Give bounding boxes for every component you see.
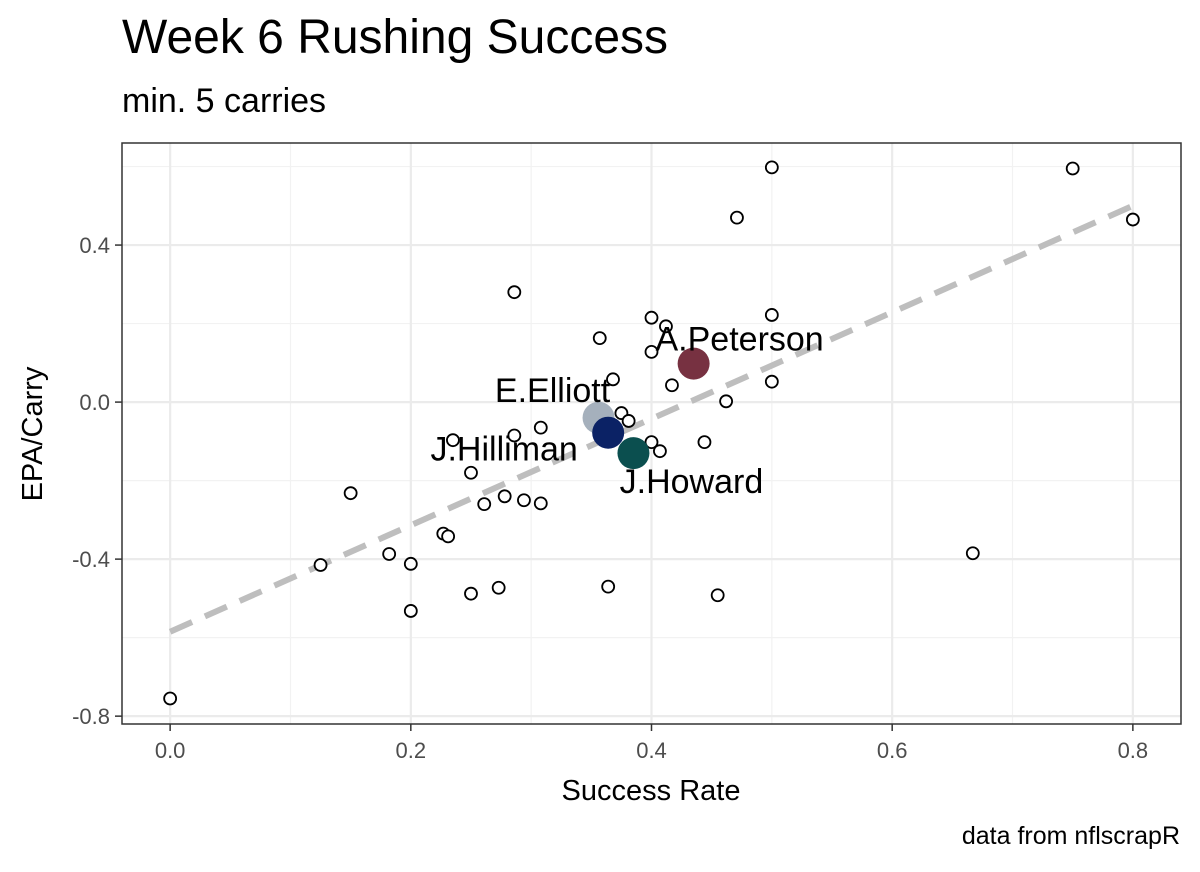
data-points	[163, 160, 1140, 706]
data-point	[665, 378, 679, 393]
data-point	[606, 372, 620, 387]
data-point	[621, 414, 636, 428]
highlight-point-j-howard	[617, 437, 650, 470]
data-point	[491, 580, 506, 595]
data-point	[730, 210, 744, 225]
y-axis-title: EPA/Carry	[17, 366, 49, 501]
player-label-j-hilliman: J.Hilliman	[430, 431, 577, 469]
trend-line	[168, 203, 1135, 635]
data-point	[592, 331, 607, 346]
chart-caption: data from nflscrapR	[961, 822, 1180, 850]
data-point	[644, 310, 659, 325]
data-point	[477, 497, 492, 512]
data-point	[533, 496, 548, 511]
player-label-a-peterson: A.Peterson	[656, 321, 824, 359]
major-gridlines	[122, 143, 1181, 724]
x-tick-label: 0.6	[877, 738, 908, 763]
highlighted-players	[582, 347, 710, 470]
x-axis-ticks: 0.0 0.2 0.4 0.6 0.8	[155, 724, 1148, 763]
y-axis-ticks: -0.8 -0.4 0.0 0.4	[72, 233, 122, 729]
data-point	[764, 308, 779, 322]
data-point	[464, 465, 478, 480]
highlight-point-a-peterson	[677, 347, 710, 380]
data-point	[403, 556, 418, 571]
x-tick-label: 0.2	[396, 738, 427, 763]
data-point	[1125, 212, 1140, 227]
player-label-e-elliott: E.Elliott	[495, 372, 611, 410]
data-point	[382, 547, 397, 561]
data-point	[497, 489, 512, 504]
data-point	[446, 433, 460, 448]
data-point	[697, 435, 712, 450]
data-point	[719, 394, 734, 409]
y-tick-label: 0.4	[79, 233, 110, 258]
data-point	[601, 579, 616, 594]
y-tick-label: -0.8	[72, 704, 110, 729]
data-point	[464, 586, 478, 601]
data-point	[710, 588, 725, 603]
data-point	[517, 493, 531, 508]
y-tick-label: 0.0	[79, 390, 110, 415]
data-point	[644, 435, 659, 450]
x-axis-title: Success Rate	[562, 775, 741, 807]
x-tick-label: 0.0	[155, 738, 186, 763]
highlight-point-j-hilliman	[592, 416, 625, 449]
data-point	[659, 319, 673, 334]
data-point	[507, 428, 522, 443]
data-point	[507, 285, 522, 300]
data-point	[764, 374, 779, 389]
data-point	[965, 546, 980, 561]
chart-subtitle: min. 5 carries	[122, 82, 327, 120]
player-labels: E.Elliott J.Hilliman J.Howard A.Peterson	[430, 321, 823, 502]
data-point	[343, 486, 358, 501]
data-point	[653, 444, 667, 459]
data-point	[764, 160, 779, 175]
data-point	[313, 558, 328, 572]
y-tick-label: -0.4	[72, 547, 110, 572]
player-label-j-howard: J.Howard	[620, 463, 764, 501]
data-point	[403, 604, 418, 618]
chart-title: Week 6 Rushing Success	[122, 11, 669, 64]
data-point	[1065, 161, 1080, 176]
x-tick-label: 0.4	[636, 738, 667, 763]
data-point	[441, 529, 456, 544]
x-tick-label: 0.8	[1118, 738, 1149, 763]
data-point	[163, 691, 178, 706]
data-point	[644, 344, 659, 359]
data-point	[533, 420, 548, 435]
